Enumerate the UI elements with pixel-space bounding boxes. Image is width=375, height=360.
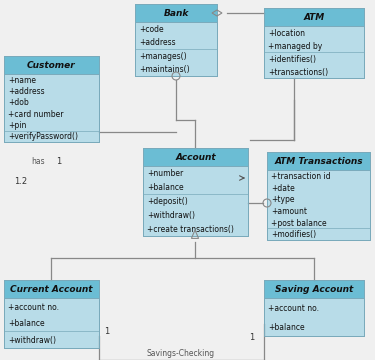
Text: +amount: +amount (271, 207, 307, 216)
Text: +location: +location (268, 29, 305, 38)
Text: Saving Account: Saving Account (275, 284, 353, 293)
Text: 1.2: 1.2 (14, 177, 27, 186)
Bar (143, 148, 248, 236)
Text: +dob: +dob (8, 98, 29, 107)
Bar (267, 152, 370, 170)
Text: +date: +date (271, 184, 295, 193)
Text: +transaction id: +transaction id (271, 172, 331, 181)
Text: +account no.: +account no. (8, 303, 59, 312)
Text: Account: Account (175, 153, 216, 162)
Bar (4, 280, 99, 348)
Text: Current Account: Current Account (10, 284, 93, 293)
Text: +balance: +balance (147, 183, 184, 192)
Text: +identifies(): +identifies() (268, 55, 316, 64)
Bar (143, 148, 248, 166)
Text: +create transactions(): +create transactions() (147, 225, 234, 234)
Bar (264, 280, 364, 298)
Bar (143, 148, 248, 236)
Text: +manages(): +manages() (139, 52, 187, 61)
Bar (135, 4, 217, 76)
Text: +modifies(): +modifies() (271, 230, 316, 239)
Text: +card number: +card number (8, 110, 63, 119)
Text: 1: 1 (249, 333, 254, 342)
Text: +balance: +balance (268, 323, 305, 332)
Bar (135, 4, 217, 76)
Bar (264, 8, 364, 78)
Bar (264, 280, 364, 336)
Bar (4, 280, 99, 298)
Text: +address: +address (139, 39, 176, 48)
Bar (267, 152, 370, 240)
Text: +verifyPassword(): +verifyPassword() (8, 132, 78, 141)
Bar (267, 152, 370, 240)
Text: +transactions(): +transactions() (268, 68, 328, 77)
Bar (135, 4, 217, 22)
Text: +withdraw(): +withdraw() (147, 211, 195, 220)
Text: +type: +type (271, 195, 294, 204)
Text: Savings-Checking: Savings-Checking (147, 350, 215, 359)
Text: +maintains(): +maintains() (139, 66, 190, 75)
Text: +managed by: +managed by (268, 42, 322, 51)
Bar (264, 280, 364, 336)
Text: +withdraw(): +withdraw() (8, 336, 56, 345)
Text: 1: 1 (104, 328, 109, 337)
Bar (264, 8, 364, 26)
Text: has: has (31, 158, 45, 166)
Bar (4, 280, 99, 348)
Bar (4, 56, 99, 74)
Text: +pin: +pin (8, 121, 26, 130)
Text: +account no.: +account no. (268, 304, 319, 313)
Text: +post balance: +post balance (271, 219, 327, 228)
Text: 1: 1 (56, 158, 61, 166)
Text: +balance: +balance (8, 319, 45, 328)
Text: ATM: ATM (303, 13, 325, 22)
Text: Customer: Customer (27, 60, 76, 69)
Text: ATM Transactions: ATM Transactions (274, 157, 363, 166)
Bar (4, 56, 99, 142)
Text: Bank: Bank (164, 9, 189, 18)
Bar (264, 8, 364, 78)
Bar (4, 56, 99, 142)
Text: +code: +code (139, 25, 164, 34)
Text: +deposit(): +deposit() (147, 197, 188, 206)
Text: +address: +address (8, 87, 45, 96)
Text: +number: +number (147, 169, 183, 178)
Text: +name: +name (8, 76, 36, 85)
